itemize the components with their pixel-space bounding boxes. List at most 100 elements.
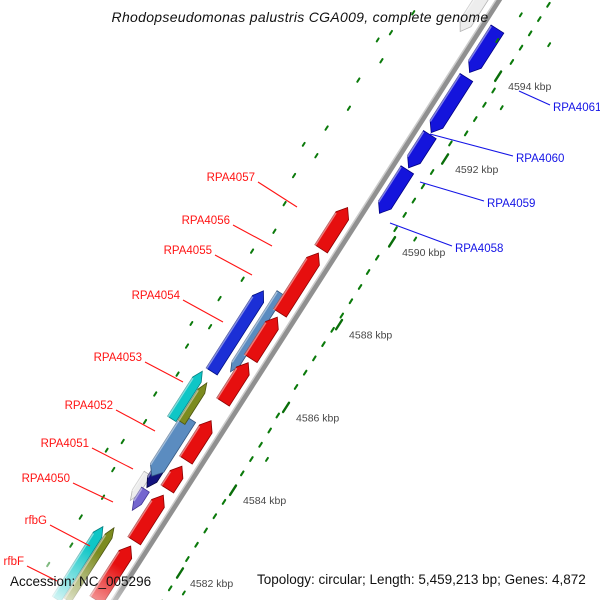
callout-line-RPA4051 xyxy=(91,447,134,470)
inner-ring-dot xyxy=(175,371,180,377)
ruler-dot xyxy=(312,355,317,362)
gene-arrow-RPA4050-highlight xyxy=(127,500,153,539)
inner-ring-dot xyxy=(184,343,190,349)
inner-ring-dot xyxy=(120,438,125,445)
ruler-dot xyxy=(518,44,524,51)
gene-arrow-RPA4060 xyxy=(429,72,474,134)
feature-arrow-olive-mid xyxy=(177,382,208,425)
inner-ring-dot xyxy=(111,466,116,473)
ruler-dot xyxy=(491,87,496,94)
ruler-dot xyxy=(339,312,345,319)
ruler-dot xyxy=(221,498,227,505)
backbone-line xyxy=(112,0,503,600)
inner-ring-dot xyxy=(314,153,319,159)
gene-label-rfbG: rfbG xyxy=(25,515,47,527)
ruler-dot xyxy=(357,284,363,290)
ruler-dot xyxy=(365,269,371,275)
ruler-dot xyxy=(509,59,515,65)
gene-label-RPA4050: RPA4050 xyxy=(22,473,70,485)
gene-arrow-RPA4058 xyxy=(378,165,415,214)
inner-ring-dot xyxy=(208,324,213,330)
gene-arrow-RPA4051-highlight xyxy=(160,471,172,487)
gene-label-rfbF: rfbF xyxy=(4,556,24,568)
gene-label-RPA4052: RPA4052 xyxy=(65,400,113,412)
gene-arrow-RPA4061 xyxy=(468,24,505,74)
scatter-dot xyxy=(301,141,306,147)
feature-arrow-silver-top-highlight xyxy=(459,0,475,22)
inner-ring-dot xyxy=(282,200,287,207)
gene-arrow-RPA4058-highlight xyxy=(377,166,402,203)
ruler-dot xyxy=(411,197,417,204)
callout-line-RPA4056 xyxy=(232,224,273,247)
gene-arrow-RPA4052 xyxy=(179,420,213,465)
callout-line-RPA4060 xyxy=(429,133,514,157)
ruler-dot xyxy=(420,183,426,190)
inner-ring-dot xyxy=(346,105,352,111)
ruler-dot xyxy=(185,556,190,562)
scatter-dot xyxy=(265,456,269,462)
inner-ring-dot xyxy=(250,248,255,254)
gene-arrow-RPA4055 xyxy=(243,316,279,364)
inner-ring-dot xyxy=(217,295,222,302)
ruler-dot xyxy=(429,169,435,175)
scatter-dot xyxy=(181,590,186,596)
inner-ring-dot xyxy=(142,418,148,425)
ruler-dot xyxy=(321,341,326,348)
tick-dash-4590 xyxy=(387,235,397,248)
gene-label-RPA4054: RPA4054 xyxy=(132,290,181,302)
inner-ring-dot xyxy=(388,29,393,36)
tick-dash-4584 xyxy=(228,484,238,497)
ruler-dot xyxy=(527,30,533,37)
tick-label-4586: 4586 kbp xyxy=(296,412,339,424)
gene-arrow-RPA4059 xyxy=(407,130,437,169)
gene-arrow-RPA4054 xyxy=(205,290,265,376)
callout-line-RPA4057 xyxy=(257,181,298,208)
track-end-fade xyxy=(0,514,186,600)
inner-ring-dot xyxy=(379,58,384,64)
ruler-dot xyxy=(203,527,208,534)
feature-arrow-cyan-mid-highlight xyxy=(166,377,194,418)
gene-arrow-RPA4061-highlight xyxy=(467,25,492,62)
topology-stats-text: Topology: circular; Length: 5,459,213 bp… xyxy=(257,572,586,587)
ruler-dot xyxy=(482,101,487,108)
gene-arrow-RPA4057-highlight xyxy=(313,212,337,247)
scatter-dot xyxy=(499,105,504,111)
gene-arrow-RPA4051 xyxy=(160,465,184,494)
inner-ring-dot xyxy=(78,514,83,520)
gene-arrow-RPA4056-highlight xyxy=(272,257,308,311)
inner-ring-dot xyxy=(240,276,245,282)
callout-line-RPA4055 xyxy=(214,254,253,276)
ruler-dot xyxy=(546,1,551,8)
ruler-dot xyxy=(167,585,173,592)
ruler-dot xyxy=(275,412,281,419)
inner-ring-dot xyxy=(411,10,416,16)
gene-label-RPA4058: RPA4058 xyxy=(455,243,503,255)
scatter-dot xyxy=(547,42,552,48)
callout-line-RPA4061 xyxy=(518,90,551,106)
gene-arrow-RPA4053 xyxy=(216,362,250,407)
ruler-dot xyxy=(393,226,398,233)
callout-line-RPA4054 xyxy=(182,299,224,323)
feature-arrow-steel-a xyxy=(149,413,197,477)
scatter-dot xyxy=(495,38,500,44)
ruler-dot xyxy=(463,130,469,137)
tick-label-4594: 4594 kbp xyxy=(508,81,551,93)
scatter-dot xyxy=(375,37,380,43)
gene-arrow-RPA4053-highlight xyxy=(215,367,238,400)
feature-arrow-steel-b-highlight xyxy=(231,291,278,363)
gene-arrow-RPA4057 xyxy=(314,206,350,254)
tick-dash-4588 xyxy=(334,318,344,331)
ruler-dot xyxy=(302,369,308,376)
accession-text: Accession: NC_005296 xyxy=(10,574,152,589)
callout-line-RPA4050 xyxy=(72,482,114,503)
tick-label-4590: 4590 kbp xyxy=(402,247,445,259)
gene-arrow-RPA4054-highlight xyxy=(205,296,254,370)
scatter-dot xyxy=(413,236,418,242)
callout-line-rfbF xyxy=(26,565,58,582)
scatter-dot xyxy=(189,320,194,326)
feature-arrow-cyan-mid xyxy=(167,370,203,423)
ruler-dot xyxy=(194,541,199,548)
tick-dash-4586 xyxy=(281,401,291,414)
ruler-dot xyxy=(212,513,218,520)
